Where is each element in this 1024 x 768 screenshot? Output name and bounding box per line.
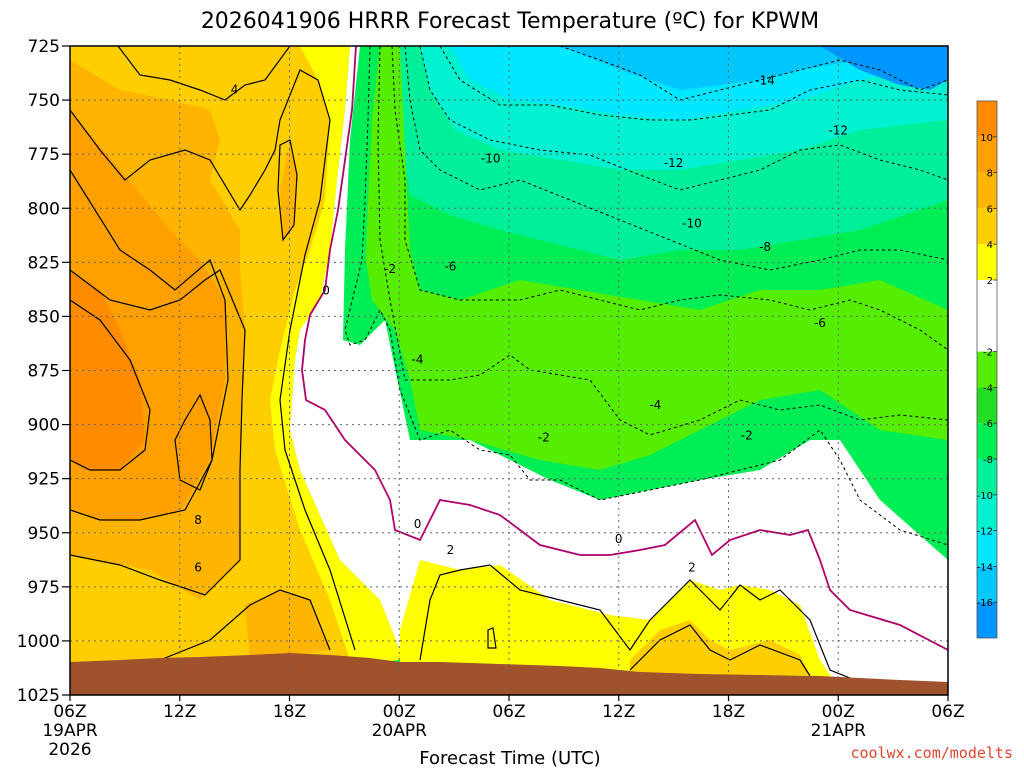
gridlines xyxy=(70,46,948,695)
x-tick-label-1: 12Z xyxy=(163,702,196,722)
x-tick-date-3: 20APR xyxy=(372,721,428,741)
y-tick-label-1: 750 xyxy=(28,91,60,111)
x-axis-label: Forecast Time (UTC) xyxy=(419,748,600,768)
colorbar: 10 8 6 4 2 -2 -4 -6 -8 -10 -12 -14 -16 xyxy=(976,100,998,639)
field-cold-2-4 xyxy=(366,46,948,470)
y-tick-label-0: 725 xyxy=(28,37,60,57)
colorbar-label-10: -12 xyxy=(977,527,993,538)
y-tick-label-7: 900 xyxy=(28,416,60,436)
colorbar-label-4: 2 xyxy=(987,276,993,287)
colorbar-label-6: -4 xyxy=(983,383,993,394)
colorbar-band-11 xyxy=(977,530,997,567)
colorbar-band-5 xyxy=(977,280,997,352)
y-axis: 725 750 775 800 825 850 875 900 925 950 975 1000 102… xyxy=(17,37,70,706)
contour-label-0: 4 xyxy=(231,82,239,96)
x-tick-label-4: 06Z xyxy=(492,702,525,722)
contour-label-7: -4 xyxy=(412,353,424,367)
colorbar-band-9 xyxy=(977,459,997,495)
contour-label-10: -2 xyxy=(538,431,550,445)
contour-label-18: -2 xyxy=(741,428,753,442)
contour-label-17: -8 xyxy=(759,240,771,254)
freezing-line xyxy=(301,46,948,651)
colorbar-band-6 xyxy=(977,351,997,388)
terrain xyxy=(70,653,948,695)
contour-label-13: -12 xyxy=(664,156,684,170)
x-tick-label-0: 06Z xyxy=(53,702,86,722)
x-tick-label-7: 00Z xyxy=(822,702,855,722)
colorbar-band-8 xyxy=(977,423,997,459)
colorbar-frame xyxy=(976,100,998,639)
colorbar-band-10 xyxy=(977,494,997,531)
x-tick-label-5: 12Z xyxy=(602,702,635,722)
y-tick-label-12: 1025 xyxy=(17,686,60,706)
field-warm-pocket-upper xyxy=(280,140,297,240)
contour-label-2: 6 xyxy=(194,560,202,574)
colorbar-label-11: -14 xyxy=(977,562,993,573)
contour-label-14: -10 xyxy=(682,216,702,230)
contour-label-8: 0 xyxy=(414,517,422,531)
colorbar-label-7: -6 xyxy=(983,419,993,430)
x-tick-date-7: 21APR xyxy=(811,721,867,741)
colorbar-band-12 xyxy=(977,566,997,603)
colorbar-band-0 xyxy=(977,101,997,137)
contour-label-11: 0 xyxy=(615,532,623,546)
contour-label-5: -6 xyxy=(444,260,456,274)
x-tick-label-6: 18Z xyxy=(712,702,745,722)
credit-text: coolwx.com/modelts xyxy=(850,744,1013,762)
field-cold-16-18 xyxy=(820,46,948,90)
contour-label-1: 8 xyxy=(194,513,202,527)
y-tick-label-10: 975 xyxy=(28,578,60,598)
contour-label-4: -2 xyxy=(384,262,396,276)
contour-label-12: -4 xyxy=(649,398,661,412)
colorbar-label-12: -16 xyxy=(977,598,993,609)
colorbar-band-13 xyxy=(977,602,997,638)
y-tick-label-3: 800 xyxy=(28,199,60,219)
colorbar-band-2 xyxy=(977,172,997,209)
y-tick-label-11: 1000 xyxy=(17,632,60,652)
colorbar-band-3 xyxy=(977,208,997,245)
colorbar-label-0: 10 xyxy=(980,133,993,144)
colorbar-label-3: 4 xyxy=(987,240,993,251)
y-tick-label-2: 775 xyxy=(28,145,60,165)
x-tick-label-3: 00Z xyxy=(383,702,416,722)
colorbar-label-9: -10 xyxy=(977,491,993,502)
y-tick-label-5: 850 xyxy=(28,307,60,327)
x-tick-label-2: 18Z xyxy=(273,702,306,722)
colorbar-label-5: -2 xyxy=(983,348,993,359)
contour-labels: 4 8 6 0 -2 -6 -10 -4 0 2 -2 0 -4 -12 -10 2 -14 -8 -2 -12 -6 xyxy=(194,74,848,575)
colorbar-band-7 xyxy=(977,387,997,424)
contour-label-16: -14 xyxy=(755,74,775,88)
y-tick-label-6: 875 xyxy=(28,362,60,382)
chart-title: 2026041906 HRRR Forecast Temperature (ºC… xyxy=(201,9,819,34)
contour-label-20: -6 xyxy=(814,316,826,330)
field-warm-pocket-18z xyxy=(245,590,330,660)
x-tick-label-8: 06Z xyxy=(931,702,964,722)
colorbar-band-4 xyxy=(977,244,997,280)
x-tick-year-0: 2026 xyxy=(48,740,91,760)
contour-label-15: 2 xyxy=(688,560,696,574)
contour-label-6: -10 xyxy=(481,151,501,165)
cold-contours xyxy=(344,46,948,546)
x-tick-date-0: 19APR xyxy=(42,721,98,741)
contour-label-9: 2 xyxy=(447,543,455,557)
contour-label-19: -12 xyxy=(828,123,848,137)
y-tick-label-4: 825 xyxy=(28,253,60,273)
contour-label-3: 0 xyxy=(322,283,330,297)
y-tick-label-9: 950 xyxy=(28,524,60,544)
y-tick-label-8: 925 xyxy=(28,470,60,490)
field-low-warm-patch xyxy=(440,575,480,625)
colorbar-label-1: 8 xyxy=(987,169,993,180)
colorbar-label-2: 6 xyxy=(987,204,993,215)
colorbar-band-1 xyxy=(977,136,997,173)
field-low-warm-4-6 xyxy=(630,620,810,675)
colorbar-label-8: -8 xyxy=(983,455,993,466)
